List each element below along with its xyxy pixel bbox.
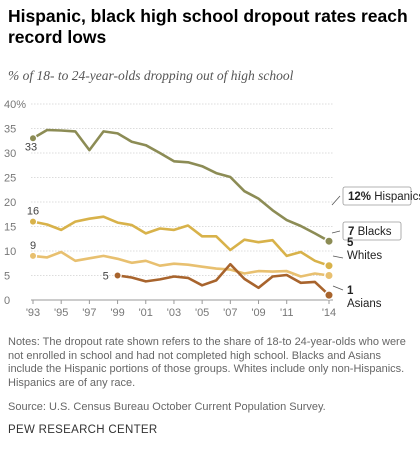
- series-start-point: [28, 251, 38, 261]
- y-tick-label: 0: [4, 295, 10, 307]
- series-end-value: 1: [347, 285, 354, 297]
- series-start-label: 33: [25, 141, 37, 153]
- callout-box: [342, 221, 402, 241]
- series-end-point: [324, 290, 334, 301]
- series-start-label: 16: [27, 206, 39, 218]
- x-tick-label: '09: [251, 307, 265, 319]
- y-tick-label: 15: [4, 222, 16, 234]
- callout-leader-line: [332, 285, 344, 291]
- y-tick-label: 30: [4, 148, 16, 160]
- series-end-label: 7 Blacks: [348, 226, 392, 238]
- y-tick-label: 10: [4, 246, 16, 258]
- series-line-whites: [31, 250, 331, 278]
- x-tick-label: '07: [223, 307, 237, 319]
- series-end-point: [324, 270, 334, 281]
- series-end-label: Whites: [347, 250, 382, 262]
- chart-source: Source: U.S. Census Bureau October Curre…: [8, 401, 326, 413]
- callout-box: [342, 186, 412, 206]
- x-tick-label: '01: [139, 307, 153, 319]
- series-start-point: [113, 271, 122, 280]
- series-line-asians: [116, 262, 331, 297]
- x-tick-label: '99: [110, 307, 124, 319]
- y-tick-label: 40%: [4, 99, 26, 111]
- x-tick-label: '97: [82, 307, 96, 319]
- x-tick-label: '05: [195, 307, 209, 319]
- y-tick-label: 35: [4, 124, 16, 136]
- series-start-label: 9: [30, 240, 36, 252]
- series-end-point: [324, 236, 334, 247]
- series-end-point: [324, 260, 334, 271]
- series-lines: [28, 128, 334, 301]
- callout-leader-line: [332, 255, 344, 259]
- x-tick-label: '95: [54, 307, 68, 319]
- series-start-point: [28, 134, 38, 143]
- series-end-label: Asians: [347, 298, 382, 310]
- x-tick-label: '03: [167, 307, 181, 319]
- chart-notes: Notes: The dropout rate shown refers to …: [8, 336, 406, 389]
- y-tick-label: 20: [4, 197, 16, 209]
- callout-leader-line: [331, 195, 341, 206]
- series-start-point: [28, 217, 38, 226]
- series-end-label: 12% Hispanics: [348, 191, 420, 203]
- x-tick-label: '11: [280, 307, 294, 319]
- y-tick-label: 25: [4, 173, 16, 185]
- series-line-hispanics: [31, 128, 331, 243]
- series-end-value: 5: [347, 237, 354, 249]
- series-start-label: 5: [103, 271, 109, 283]
- callout-leader-line: [331, 230, 341, 234]
- series-line-blacks: [31, 215, 331, 267]
- y-tick-label: 5: [4, 271, 10, 283]
- page-title: Hispanic, black high school dropout rate…: [8, 6, 408, 47]
- x-axis: '93 '95 '97 '99 '01 '03 '05 '07 '09 '11 '14: [26, 300, 336, 319]
- chart-subtitle: % of 18- to 24-year-olds dropping out of…: [8, 68, 294, 83]
- y-axis: 0 5 10 15 20 25 30 35 40%: [4, 99, 26, 307]
- x-tick-label: '14: [322, 307, 336, 319]
- brand-logo-text: PEW RESEARCH CENTER: [8, 424, 158, 436]
- x-tick-label: '93: [26, 307, 40, 319]
